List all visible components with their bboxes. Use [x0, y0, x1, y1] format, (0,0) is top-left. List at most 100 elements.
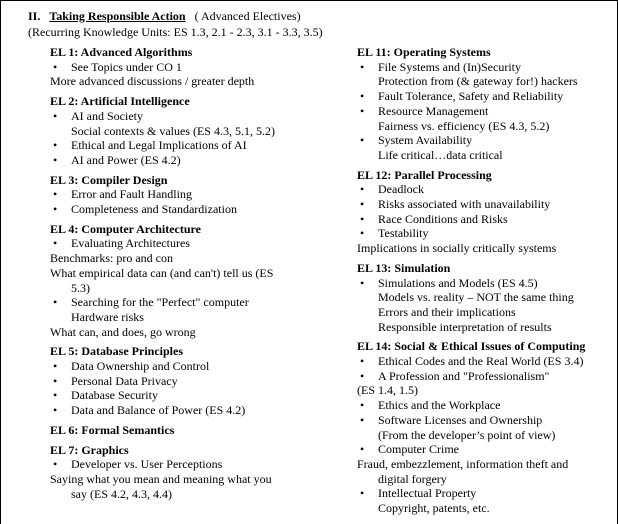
bullet-item: Life critical…data critical	[357, 148, 615, 163]
bullet: •	[53, 152, 58, 167]
bullet-item: • Data Ownership and Control	[50, 359, 350, 374]
bullet-item: Models vs. reality – NOT the same thing	[357, 290, 615, 305]
item-text: See Topics under CO 1	[71, 59, 182, 74]
section: EL 2: Artificial Intelligence • AI and Soc…	[50, 94, 350, 168]
bullet-item: • AI and Power (ES 4.2)	[50, 153, 350, 168]
section-numeral: II.	[28, 9, 41, 23]
bullet: •	[360, 197, 365, 212]
bullet: •	[360, 412, 365, 427]
bullet-item: • Developer vs. User Perceptions	[50, 457, 350, 472]
bullet: •	[53, 59, 58, 74]
bullet: •	[360, 182, 365, 197]
bullet-item: • Intellectual Property	[357, 486, 615, 501]
units-line: (Recurring Knowledge Units: ES 1.3, 2.1 …	[28, 25, 323, 39]
bullet: •	[53, 403, 58, 418]
item-text: Testability	[378, 226, 429, 241]
section-title: Taking Responsible Action	[49, 9, 186, 23]
item-text: Fairness vs. efficiency (ES 4.3, 5.2)	[378, 118, 550, 133]
bullet-item: • Searching for the "Perfect" computer	[50, 295, 350, 310]
item-text: AI and Society	[71, 108, 143, 123]
item-text: Intellectual Property	[378, 486, 477, 501]
item-text: Searching for the "Perfect" computer	[71, 295, 249, 310]
bullet-item: • Fault Tolerance, Safety and Reliability	[357, 89, 615, 104]
section: EL 5: Database Principles • Data Ownership…	[50, 344, 350, 418]
item-text: Error and Fault Handling	[71, 187, 192, 202]
bullet-item: • AI and Society	[50, 109, 350, 124]
item-text: Protection from (& gateway for!) hackers	[378, 74, 578, 89]
section-heading: EL 1: Advanced Algorithms	[50, 45, 193, 59]
item-text: Data Ownership and Control	[71, 359, 210, 374]
bullet-item: Responsible interpretation of results	[357, 320, 615, 335]
plain-item: What can, and does, go wrong	[50, 324, 196, 339]
bullet-item: • Data and Balance of Power (ES 4.2)	[50, 403, 350, 418]
plain-item: 5.3)	[71, 280, 90, 295]
bullet-item: • Personal Data Privacy	[50, 374, 350, 389]
section-heading: EL 14: Social & Ethical Issues of Comput…	[357, 339, 586, 354]
bullet: •	[360, 398, 365, 413]
bullet-item: • Ethical and Legal Implications of AI	[50, 138, 350, 153]
bullet-item: • See Topics under CO 1	[50, 60, 350, 75]
bullet: •	[53, 295, 58, 310]
item-text: Software Licenses and Ownership	[378, 412, 543, 427]
bullet: •	[360, 211, 365, 226]
bullet-item: Social contexts & values (ES 4.3, 5.1, 5…	[50, 124, 350, 139]
item-text: Ethical and Legal Implications of AI	[71, 138, 247, 153]
bullet: •	[53, 359, 58, 374]
bullet: •	[360, 275, 365, 290]
plain-item: digital forgery	[378, 471, 447, 486]
bullet-item: Fairness vs. efficiency (ES 4.3, 5.2)	[357, 119, 615, 134]
bullet: •	[360, 486, 365, 501]
header-line: II. Taking Responsible Action ( Advanced…	[28, 9, 301, 24]
section: EL 12: Parallel Processing • Deadlock • Risk…	[357, 168, 615, 256]
item-text: Computer Crime	[378, 442, 459, 457]
section: EL 3: Compiler Design • Error and Fault Ha…	[50, 173, 350, 217]
section-heading: EL 7: Graphics	[50, 442, 129, 457]
item-text: System Availability	[378, 133, 473, 148]
item-text: Resource Management	[378, 103, 489, 118]
bullet-item: • Risks associated with unavailability	[357, 197, 615, 212]
bullet-item: • Ethical Codes and the Real World (ES 3.…	[357, 354, 615, 369]
bullet: •	[360, 226, 365, 241]
bullet-item: • Completeness and Standardization	[50, 202, 350, 217]
bullet: •	[53, 236, 58, 251]
section: EL 7: Graphics • Developer vs. User Percep…	[50, 443, 350, 502]
item-text: (From the developer’s point of view)	[378, 427, 556, 442]
bullet-item: Errors and their implications	[357, 305, 615, 320]
section: EL 14: Social & Ethical Issues of Comput…	[357, 339, 615, 515]
bullet: •	[360, 442, 365, 457]
section: EL 1: Advanced Algorithms • See Topics und…	[50, 45, 350, 89]
section-heading: EL 6: Formal Semantics	[50, 422, 175, 437]
bullet: •	[360, 368, 365, 383]
plain-item: Saying what you mean and meaning what yo…	[50, 471, 272, 486]
item-text: Personal Data Privacy	[71, 373, 178, 388]
item-text: Hardware risks	[71, 309, 144, 324]
plain-item: say (ES 4.2, 4.3, 4.4)	[71, 486, 172, 501]
bullet: •	[53, 138, 58, 153]
item-text: Risks associated with unavailability	[378, 197, 551, 212]
bullet-item: • Testability	[357, 226, 615, 241]
section: EL 11: Operating Systems • File Systems an…	[357, 45, 615, 163]
column: EL 1: Advanced Algorithms • See Topics und…	[50, 45, 350, 501]
section-heading: EL 5: Database Principles	[50, 344, 184, 359]
item-text: Ethical Codes and the Real World (ES 3.4…	[378, 354, 584, 369]
item-text: File Systems and (In)Security	[378, 59, 521, 74]
item-text: Completeness and Standardization	[71, 202, 237, 217]
bullet: •	[53, 457, 58, 472]
bullet: •	[360, 103, 365, 118]
bullet-item: • Computer Crime	[357, 442, 615, 457]
bullet: •	[53, 388, 58, 403]
section-heading: EL 13: Simulation	[357, 260, 451, 275]
bullet-item: Copyright, patents, etc.	[357, 501, 615, 516]
bullet: •	[360, 354, 365, 369]
item-text: Database Security	[71, 388, 158, 403]
item-text: AI and Power (ES 4.2)	[71, 152, 181, 167]
section-heading: EL 3: Compiler Design	[50, 172, 168, 187]
item-text: Ethics and the Workplace	[378, 398, 501, 413]
bullet: •	[360, 89, 365, 104]
item-text: Life critical…data critical	[378, 147, 503, 162]
section-heading: EL 12: Parallel Processing	[357, 167, 492, 182]
bullet-item: (From the developer’s point of view)	[357, 428, 615, 443]
item-text: Social contexts & values (ES 4.3, 5.1, 5…	[71, 123, 275, 138]
bullet: •	[360, 133, 365, 148]
item-text: Copyright, patents, etc.	[378, 501, 490, 516]
